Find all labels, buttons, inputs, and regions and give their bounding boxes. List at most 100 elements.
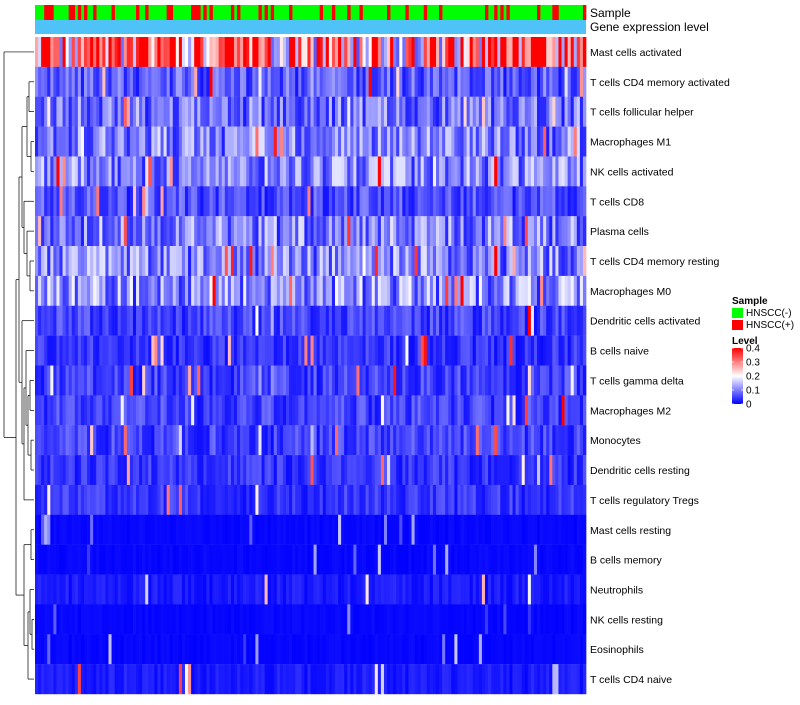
- heatmap-cell: [405, 37, 409, 68]
- heatmap-cell: [377, 365, 382, 396]
- heatmap-cell: [240, 634, 244, 665]
- heatmap-cell: [390, 484, 394, 516]
- heatmap-cell: [451, 246, 455, 277]
- heatmap-cell: [71, 186, 76, 217]
- heatmap-cell: [426, 275, 431, 306]
- heatmap-cell: [374, 664, 379, 695]
- heatmap-cell: [197, 305, 201, 336]
- heatmap-cell: [209, 66, 213, 97]
- heatmap-cell: [175, 544, 180, 575]
- heatmap-cell: [90, 634, 94, 665]
- heatmap-cell: [322, 126, 327, 157]
- heatmap-cell: [80, 634, 85, 665]
- heatmap-cell: [258, 425, 262, 456]
- heatmap-cell: [139, 246, 143, 277]
- heatmap-cell: [83, 275, 88, 306]
- heatmap-cell: [414, 246, 418, 277]
- heatmap-cell: [136, 425, 140, 456]
- heatmap-cell: [546, 604, 550, 635]
- heatmap-cell: [255, 455, 259, 486]
- heatmap-cell: [172, 305, 177, 336]
- heatmap-cell: [80, 96, 85, 127]
- heatmap-cell: [310, 604, 314, 635]
- heatmap-cell: [509, 37, 513, 68]
- heatmap-cell: [203, 156, 207, 187]
- heatmap-cell: [218, 186, 223, 217]
- heatmap-cell: [383, 455, 388, 486]
- heatmap-cell: [573, 484, 578, 516]
- heatmap-cell: [160, 156, 164, 187]
- heatmap-cell: [169, 604, 174, 635]
- heatmap-cell: [331, 574, 336, 605]
- heatmap-cell: [533, 186, 538, 217]
- heatmap-cell: [292, 664, 296, 695]
- heatmap-cell: [466, 634, 471, 665]
- heatmap-cell: [307, 96, 311, 127]
- heatmap-cell: [53, 484, 57, 516]
- heatmap-cell: [537, 455, 541, 486]
- heatmap-cell: [491, 335, 495, 366]
- heatmap-cell: [93, 634, 97, 665]
- heatmap-cell: [38, 395, 42, 426]
- heatmap-cell: [423, 246, 428, 277]
- heatmap-cell: [172, 156, 177, 187]
- heatmap-cell: [344, 634, 348, 665]
- heatmap-cell: [224, 216, 229, 247]
- heatmap-cell: [488, 484, 492, 516]
- heatmap-cell: [466, 305, 471, 336]
- heatmap-cell: [445, 455, 449, 486]
- heatmap-cell: [558, 455, 562, 486]
- heatmap-cell: [56, 216, 60, 247]
- heatmap-cell: [338, 126, 342, 157]
- heatmap-cell: [252, 156, 256, 187]
- heatmap-cell: [41, 514, 45, 545]
- heatmap-cell: [579, 634, 584, 665]
- sample-cell-positive: [44, 5, 48, 20]
- heatmap-cell: [322, 66, 327, 97]
- heatmap-cell: [325, 664, 330, 695]
- heatmap-cell: [524, 66, 529, 97]
- heatmap-cell: [197, 126, 201, 157]
- heatmap-cell: [209, 96, 213, 127]
- heatmap-cell: [540, 455, 544, 486]
- heatmap-cell: [540, 37, 544, 68]
- heatmap-cell: [371, 664, 376, 695]
- heatmap-cell: [108, 37, 112, 68]
- heatmap-cell: [374, 634, 379, 665]
- heatmap-cell: [145, 335, 149, 366]
- heatmap-cell: [423, 514, 428, 545]
- heatmap-cell: [579, 514, 584, 545]
- heatmap-cell: [524, 365, 529, 396]
- heatmap-cell: [233, 604, 238, 635]
- heatmap-cell: [527, 66, 532, 97]
- heatmap-cell: [35, 544, 39, 575]
- heatmap-cell: [466, 96, 471, 127]
- heatmap-cell: [83, 514, 88, 545]
- heatmap-cell: [325, 365, 330, 396]
- heatmap-cell: [166, 305, 171, 336]
- heatmap-cell: [102, 425, 106, 456]
- heatmap-cell: [77, 544, 82, 575]
- heatmap-cell: [472, 395, 477, 426]
- heatmap-cell: [157, 365, 161, 396]
- heatmap-cell: [126, 335, 131, 366]
- heatmap-cell: [47, 126, 51, 157]
- heatmap-cell: [41, 126, 45, 157]
- heatmap-cell: [276, 455, 281, 486]
- heatmap-cell: [549, 544, 553, 575]
- heatmap-cell: [347, 37, 351, 68]
- heatmap-cell: [169, 246, 174, 277]
- heatmap-cell: [432, 216, 437, 247]
- heatmap-cell: [129, 484, 134, 516]
- heatmap-cell: [475, 544, 480, 575]
- heatmap-cell: [142, 634, 146, 665]
- heatmap-cell: [497, 186, 501, 217]
- heatmap-cell: [558, 365, 562, 396]
- heatmap-cell: [243, 514, 247, 545]
- heatmap-cell: [344, 186, 348, 217]
- heatmap-cell: [484, 335, 489, 366]
- heatmap-cell: [47, 455, 51, 486]
- heatmap-cell: [521, 335, 526, 366]
- heatmap-cell: [218, 365, 223, 396]
- heatmap-cell: [145, 365, 149, 396]
